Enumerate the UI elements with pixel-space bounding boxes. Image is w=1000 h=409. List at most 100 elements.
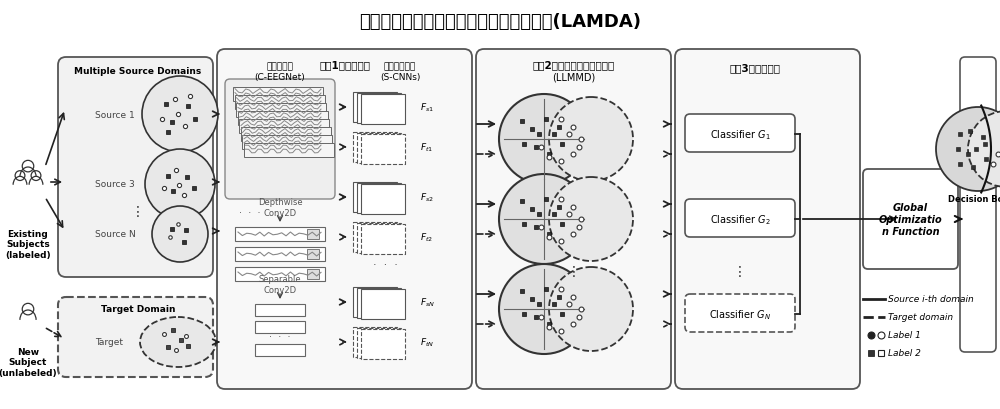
Text: Source 3: Source 3 bbox=[95, 180, 135, 189]
Text: Decision Boundary: Decision Boundary bbox=[948, 195, 1000, 204]
Text: $F_{t1}$: $F_{t1}$ bbox=[420, 142, 433, 154]
Polygon shape bbox=[361, 330, 405, 360]
Polygon shape bbox=[353, 93, 397, 123]
FancyBboxPatch shape bbox=[685, 200, 795, 237]
Circle shape bbox=[31, 171, 41, 181]
Text: 阶段3：全局对齐: 阶段3：全局对齐 bbox=[730, 63, 780, 73]
Text: 阶段1：特征提取: 阶段1：特征提取 bbox=[319, 60, 370, 70]
Ellipse shape bbox=[140, 317, 216, 367]
FancyBboxPatch shape bbox=[685, 115, 795, 153]
Circle shape bbox=[145, 150, 215, 220]
Text: 基于标签对齐的多源域自适应跨被试模型(LAMDA): 基于标签对齐的多源域自适应跨被试模型(LAMDA) bbox=[359, 13, 641, 31]
Polygon shape bbox=[353, 133, 397, 163]
FancyBboxPatch shape bbox=[967, 60, 995, 349]
Circle shape bbox=[499, 175, 589, 264]
Text: 域的特定特征
(S-CNNs): 域的特定特征 (S-CNNs) bbox=[380, 62, 420, 81]
Text: Classifier $G_N$: Classifier $G_N$ bbox=[709, 307, 771, 321]
Polygon shape bbox=[353, 287, 397, 317]
FancyBboxPatch shape bbox=[960, 58, 996, 352]
Text: Target Domain: Target Domain bbox=[101, 305, 175, 314]
Circle shape bbox=[22, 303, 34, 315]
Text: Target domain: Target domain bbox=[888, 313, 953, 322]
Text: Existing
Subjects
(labeled): Existing Subjects (labeled) bbox=[5, 229, 51, 259]
Circle shape bbox=[499, 264, 589, 354]
Text: ⋮: ⋮ bbox=[567, 264, 580, 278]
Text: Global
Optimizatio
n Function: Global Optimizatio n Function bbox=[879, 203, 942, 236]
Bar bbox=[234, 96, 324, 110]
Circle shape bbox=[15, 171, 25, 181]
Polygon shape bbox=[357, 288, 401, 319]
Circle shape bbox=[499, 95, 589, 184]
Bar bbox=[255, 304, 305, 316]
Polygon shape bbox=[357, 94, 401, 124]
Text: ⋮: ⋮ bbox=[131, 204, 145, 218]
Circle shape bbox=[549, 178, 633, 261]
Text: ·  ·  ·: · · · bbox=[239, 207, 261, 218]
FancyBboxPatch shape bbox=[685, 294, 795, 332]
Text: Target: Target bbox=[95, 338, 123, 347]
Circle shape bbox=[22, 161, 34, 173]
Bar bbox=[235, 267, 325, 281]
Bar bbox=[307, 229, 319, 239]
Text: ·  ·  ·: · · · bbox=[373, 259, 397, 270]
FancyBboxPatch shape bbox=[863, 170, 958, 270]
Text: 域不变特征
(C-EEGNet): 域不变特征 (C-EEGNet) bbox=[255, 62, 305, 81]
Circle shape bbox=[549, 98, 633, 182]
Text: New
Subject
(unlabeled): New Subject (unlabeled) bbox=[0, 347, 57, 377]
Bar bbox=[244, 144, 334, 157]
Polygon shape bbox=[361, 225, 405, 255]
Text: $F_{sN}$: $F_{sN}$ bbox=[420, 296, 435, 308]
Text: ⋮: ⋮ bbox=[733, 264, 747, 278]
FancyBboxPatch shape bbox=[225, 80, 335, 200]
FancyBboxPatch shape bbox=[58, 58, 213, 277]
Polygon shape bbox=[357, 328, 401, 358]
Text: $F_{s1}$: $F_{s1}$ bbox=[420, 101, 434, 114]
Polygon shape bbox=[353, 327, 397, 357]
Text: $F_{tN}$: $F_{tN}$ bbox=[420, 336, 434, 348]
Polygon shape bbox=[357, 134, 401, 164]
Circle shape bbox=[968, 112, 1000, 188]
Bar bbox=[239, 120, 329, 134]
Text: (LLMMD): (LLMMD) bbox=[552, 73, 595, 83]
Polygon shape bbox=[361, 135, 405, 165]
Circle shape bbox=[142, 77, 218, 153]
Text: Source 1: Source 1 bbox=[95, 110, 135, 119]
Text: Classifier $G_1$: Classifier $G_1$ bbox=[710, 128, 770, 142]
FancyBboxPatch shape bbox=[58, 297, 213, 377]
Text: Multiple Source Domains: Multiple Source Domains bbox=[74, 67, 202, 76]
Text: 阶段2：基于标签的局部对齐: 阶段2：基于标签的局部对齐 bbox=[532, 60, 615, 70]
Polygon shape bbox=[353, 222, 397, 252]
Polygon shape bbox=[357, 224, 401, 254]
Text: $F_{s2}$: $F_{s2}$ bbox=[420, 191, 434, 204]
FancyBboxPatch shape bbox=[217, 50, 472, 389]
Circle shape bbox=[152, 207, 208, 262]
Bar bbox=[242, 136, 332, 150]
Text: ·  ·  ·: · · · bbox=[269, 331, 291, 341]
Bar bbox=[235, 247, 325, 261]
Text: Label 1: Label 1 bbox=[888, 331, 921, 339]
Text: $F_{t2}$: $F_{t2}$ bbox=[420, 231, 433, 244]
Bar bbox=[255, 344, 305, 356]
Text: Source N: Source N bbox=[95, 230, 136, 239]
Circle shape bbox=[549, 267, 633, 351]
Bar bbox=[240, 128, 330, 142]
FancyBboxPatch shape bbox=[675, 50, 860, 389]
Bar bbox=[233, 88, 323, 102]
Bar bbox=[307, 249, 319, 259]
Polygon shape bbox=[361, 290, 405, 319]
FancyBboxPatch shape bbox=[476, 50, 671, 389]
Text: Label 2: Label 2 bbox=[888, 348, 921, 357]
Text: Source i-th domain: Source i-th domain bbox=[888, 295, 974, 304]
Text: Separable
Conv2D: Separable Conv2D bbox=[259, 274, 301, 294]
Bar bbox=[307, 270, 319, 279]
Polygon shape bbox=[357, 184, 401, 213]
Bar bbox=[235, 227, 325, 241]
Text: Classifier $G_2$: Classifier $G_2$ bbox=[710, 213, 770, 226]
Polygon shape bbox=[361, 95, 405, 125]
Bar bbox=[255, 321, 305, 333]
Bar bbox=[238, 112, 328, 126]
Circle shape bbox=[936, 108, 1000, 191]
Text: Depthwise
Conv2D: Depthwise Conv2D bbox=[258, 198, 302, 217]
Bar bbox=[236, 104, 326, 118]
Polygon shape bbox=[353, 182, 397, 213]
